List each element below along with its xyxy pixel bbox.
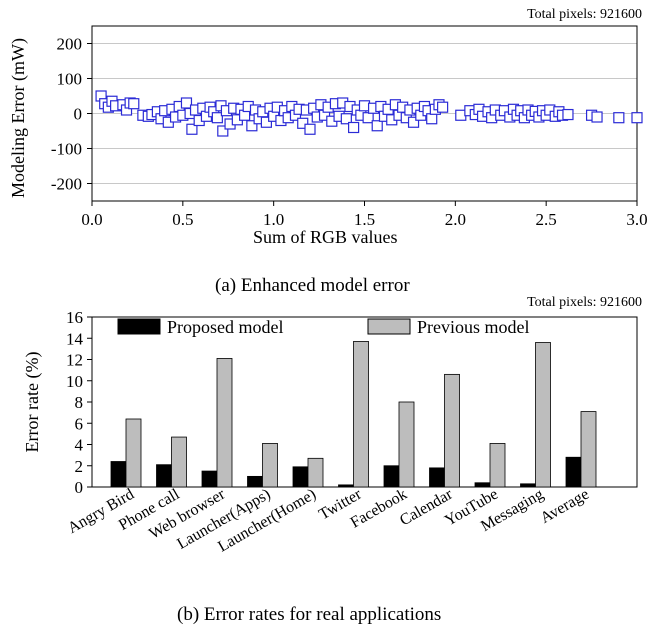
scatter-point [297,117,309,129]
bar-category-label: Average [538,486,592,527]
bar-previous-model [171,436,187,488]
scatter-x-tick-label: 2.5 [536,210,557,229]
bar-y-tick-label: 4 [75,436,84,455]
bar-previous-model [580,411,597,488]
bar-proposed-model [474,482,491,488]
bar-previous-model [398,401,415,488]
bar-y-ticks: 0 2 4 6 8 10 12 14 16 [66,308,92,497]
scatter-point [631,112,643,124]
scatter-x-ticks: 0.0 0.5 1.0 1.5 2.0 2.5 3.0 [81,201,648,229]
bar-previous-model [353,341,369,488]
bar-y-tick-label: 12 [66,351,83,370]
legend-swatch-proposed [117,318,161,335]
scatter-point [407,116,420,128]
bar-previous-model [125,418,142,488]
scatter-x-tick-label: 0.5 [172,210,193,229]
bar-previous-model [262,443,278,488]
bar-previous-model [489,443,506,488]
bar-previous-model [444,373,460,488]
scatter-point [348,121,360,134]
scatter-point [128,98,140,110]
bar-proposed-model [292,466,309,488]
legend-label-previous: Previous model [417,317,530,337]
scatter-x-tick-label: 0.0 [81,210,102,229]
scatter-y-tick-label: 200 [57,35,83,54]
bar-caption: (b) Error rates for real applications [177,604,441,625]
bar-proposed-model [247,475,263,488]
scatter-point [426,113,438,125]
scatter-y-axis-label: Modeling Error (mW) [8,38,29,198]
bar-y-tick-label: 0 [75,478,84,497]
scatter-chart: Total pixels: 921600 -200 -100 0 100 200 0.0… [8,7,648,296]
bar-y-tick-label: 16 [66,308,83,327]
scatter-point [246,120,258,132]
bar-note: Total pixels: 921600 [527,295,642,310]
scatter-points [95,90,643,137]
scatter-x-axis-label: Sum of RGB values [253,227,398,247]
scatter-x-tick-label: 3.0 [626,210,647,229]
scatter-y-tick-label: 100 [57,70,83,89]
bar-proposed-model [338,484,354,488]
bar-y-axis-label: Error rate (%) [22,352,43,453]
bar-y-tick-label: 10 [66,372,83,391]
scatter-x-tick-label: 1.5 [354,210,375,229]
bar-y-tick-label: 14 [66,329,84,348]
bar-proposed-model [383,465,400,488]
bar-proposed-model [429,467,445,488]
bar-chart: Total pixels: 921600 0 2 4 6 8 10 12 14 16 Angry… [22,295,642,625]
bar-proposed-model [201,470,218,488]
scatter-point [304,123,316,135]
legend-label-proposed: Proposed model [167,317,284,337]
scatter-point [211,112,223,124]
bar-y-tick-label: 8 [75,393,84,412]
scatter-y-tick-label: 0 [74,105,83,124]
scatter-point [186,123,198,135]
scatter-x-tick-label: 2.0 [445,210,466,229]
scatter-point [562,108,574,121]
scatter-point [217,125,229,137]
scatter-point [340,113,352,125]
legend-swatch-previous [367,318,411,335]
bar-y-tick-label: 6 [75,414,84,433]
bar-previous-model [535,342,551,488]
bar-proposed-model [520,483,536,488]
bar-proposed-model [110,461,127,488]
scatter-y-tick-label: -100 [51,140,82,159]
scatter-x-tick-label: 1.0 [263,210,284,229]
scatter-y-tick-label: -200 [51,175,82,194]
bar-legend: Proposed model Previous model [117,317,530,337]
bar-y-tick-label: 2 [75,457,84,476]
bar-previous-model [307,457,324,488]
scatter-caption: (a) Enhanced model error [215,275,410,296]
bar-proposed-model [565,456,582,488]
scatter-point [371,120,383,132]
bar-previous-model [216,358,233,488]
bar-proposed-model [156,464,172,488]
scatter-point [613,112,625,124]
scatter-note: Total pixels: 921600 [527,7,642,22]
bar-marks [110,341,597,488]
scatter-point [591,111,603,123]
scatter-point [437,101,449,113]
scatter-y-ticks: -200 -100 0 100 200 [51,35,92,194]
scatter-point [260,116,272,128]
